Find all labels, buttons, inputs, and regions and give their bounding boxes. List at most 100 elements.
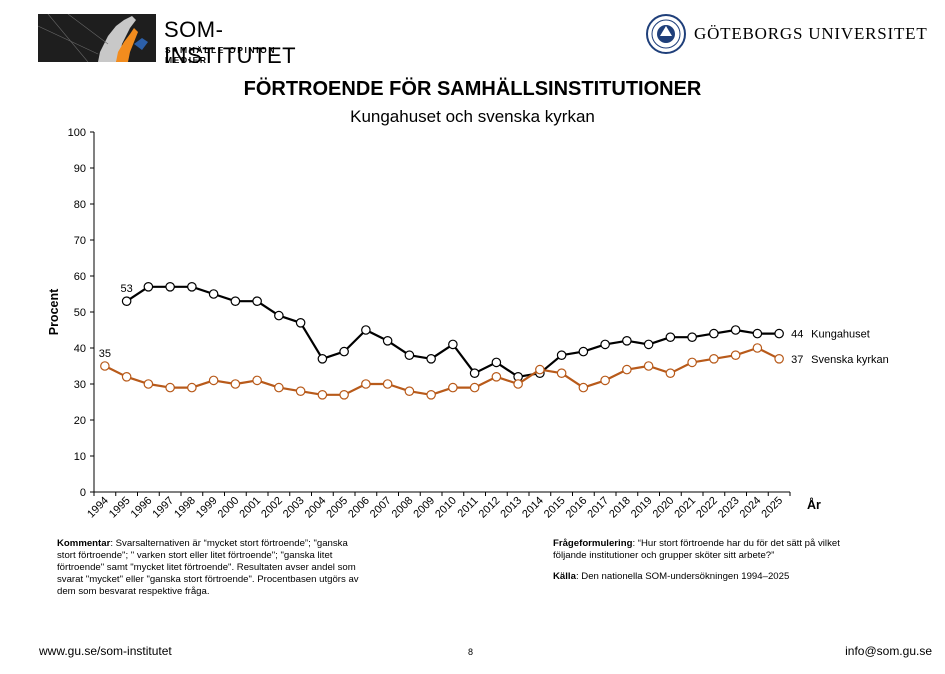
x-tick-label: 2016 <box>564 495 590 521</box>
y-tick-label: 0 <box>80 487 86 499</box>
x-tick-label: 2023 <box>716 495 742 521</box>
data-point <box>100 361 110 371</box>
data-point <box>687 332 697 342</box>
data-point <box>752 328 763 339</box>
data-point <box>578 382 589 393</box>
question-note: Frågeformulering: “Hur stort förtroende … <box>553 538 883 583</box>
y-tick-label: 30 <box>74 379 86 391</box>
som-institutet-logo: SOM-INSTITUTET SAMHÄLLE OPINION MEDIER <box>37 13 320 68</box>
series-name-label: Svenska kyrkan <box>811 354 889 366</box>
data-point <box>208 289 219 299</box>
x-tick-label: 2001 <box>237 495 263 521</box>
data-point <box>274 382 284 393</box>
x-tick-label: 2024 <box>738 495 764 521</box>
chart-series: 53 44 Kungahuset 35 37 Svenska kyrkan <box>99 281 889 400</box>
data-point <box>556 368 567 378</box>
x-tick-label: 2004 <box>303 495 329 521</box>
comment-line: stort förtroende"; " varken stort eller … <box>57 550 333 561</box>
data-point <box>143 281 154 292</box>
x-tick-label: 2009 <box>411 495 437 521</box>
data-point <box>165 382 175 393</box>
source-label: Källa <box>553 571 576 582</box>
comment-note: Kommentar: Svarsalternativen är “mycket … <box>57 538 417 598</box>
x-tick-label: 1999 <box>194 495 220 521</box>
data-point <box>752 343 763 353</box>
data-point <box>469 368 480 378</box>
data-point <box>665 368 676 378</box>
y-tick-label: 20 <box>74 415 86 427</box>
x-tick-label: 2011 <box>456 495 481 520</box>
y-tick-label: 10 <box>74 451 86 463</box>
data-point <box>426 353 436 364</box>
source-text: : Den nationella SOM-undersökningen 1994… <box>575 571 790 582</box>
footer-email-link[interactable]: info@som.gu.se <box>845 644 932 658</box>
y-tick-label: 70 <box>74 235 86 247</box>
y-tick-label: 80 <box>74 199 86 211</box>
x-tick-label: 2006 <box>346 495 372 521</box>
data-point <box>382 379 393 389</box>
x-tick-label: 1994 <box>85 495 111 521</box>
x-tick-label: 2017 <box>585 495 611 521</box>
data-point <box>165 281 175 292</box>
y-tick-label: 50 <box>74 307 86 319</box>
data-point <box>382 335 393 346</box>
x-axis-title: År <box>807 497 821 512</box>
data-point <box>622 364 632 375</box>
y-tick-label: 60 <box>74 271 86 283</box>
x-tick-label: 2005 <box>324 495 350 521</box>
data-point <box>295 386 306 396</box>
data-point <box>622 335 632 346</box>
x-tick-label: 2003 <box>281 495 307 521</box>
data-point <box>230 379 241 389</box>
x-tick-label: 2007 <box>368 495 394 521</box>
comment-label: Kommentar <box>57 538 111 549</box>
data-point <box>187 382 197 393</box>
series-name-label: Kungahuset <box>811 329 870 341</box>
x-tick-label: 2015 <box>542 495 568 521</box>
data-point <box>404 350 415 360</box>
x-tick-label: 1996 <box>129 495 155 521</box>
data-point <box>491 357 502 368</box>
chart-subtitle: Kungahuset och svenska kyrkan <box>350 107 595 126</box>
data-point <box>643 339 654 350</box>
x-tick-label: 2025 <box>759 495 785 521</box>
data-point <box>600 339 610 350</box>
data-point <box>252 296 262 306</box>
y-axis-title: Procent <box>47 288 61 335</box>
university-seal-icon <box>646 14 686 54</box>
x-tick-label: 2012 <box>477 495 503 521</box>
series-kungahuset: 53 44 Kungahuset <box>121 281 870 382</box>
data-point <box>491 371 502 382</box>
series-svenska-kyrkan: 35 37 Svenska kyrkan <box>99 343 889 400</box>
series-end-value: 44 <box>791 329 803 341</box>
data-point <box>143 379 154 389</box>
data-point <box>448 382 458 393</box>
chart-axes: 0102030405060708090100Procent19941995199… <box>47 127 821 520</box>
data-point <box>643 361 654 371</box>
x-tick-label: 2010 <box>433 495 459 521</box>
series-start-label: 53 <box>121 283 133 295</box>
question-line: följande institutioner och grupper sköte… <box>553 550 775 561</box>
data-point <box>274 310 284 321</box>
x-tick-label: 2021 <box>672 495 698 521</box>
footer-website-link[interactable]: www.gu.se/som-institutet <box>39 644 172 658</box>
data-point <box>730 325 741 335</box>
data-point <box>448 339 458 350</box>
data-point <box>208 375 219 386</box>
x-tick-label: 2002 <box>259 495 285 521</box>
data-point <box>252 375 262 386</box>
data-point <box>709 328 719 339</box>
x-tick-label: 2022 <box>694 495 720 521</box>
data-point <box>295 317 306 328</box>
x-tick-label: 2000 <box>216 495 242 521</box>
series-start-label: 35 <box>99 348 111 360</box>
data-point <box>709 353 719 364</box>
data-point <box>230 296 241 306</box>
x-tick-label: 2013 <box>498 495 524 521</box>
data-point <box>317 353 328 364</box>
x-tick-label: 1997 <box>150 495 176 521</box>
comment-line: dem som besvarat respektive fråga. <box>57 586 210 597</box>
data-point <box>774 353 784 364</box>
page-number: 8 <box>468 647 474 657</box>
university-name: GÖTEBORGS UNIVERSITET <box>694 24 928 43</box>
